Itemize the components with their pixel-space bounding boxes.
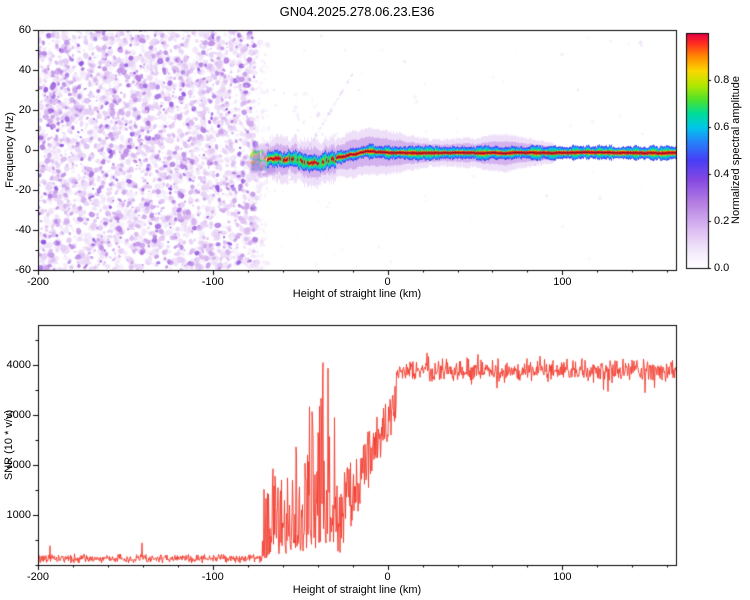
frequency-tick-label: 0: [24, 144, 31, 156]
top-x-axis-label: Height of straight line (km): [292, 288, 422, 300]
spectrogram-x-tick-label: 0: [384, 276, 391, 288]
frequency-tick-label: -20: [15, 184, 31, 196]
frequency-axis-label: Frequency (Hz): [4, 112, 16, 188]
spectrogram-x-tick-label: 100: [553, 276, 572, 288]
frequency-tick-label: 60: [18, 24, 31, 36]
snr-tick-label: 4000: [6, 359, 31, 371]
colorbar-tick-label: 0.4: [714, 168, 730, 180]
frequency-tick-label: -60: [15, 264, 31, 276]
snr-x-tick-label: -200: [26, 571, 50, 583]
colorbar-tick-label: 0.6: [714, 121, 730, 133]
spectrogram-x-tick-label: -100: [201, 276, 224, 288]
snr-tick-label: 3000: [6, 409, 31, 421]
colorbar-tick-label: 0.2: [714, 215, 730, 227]
figure-title: GN04.2025.278.06.23.E36: [279, 4, 435, 19]
snr-x-tick-label: 100: [553, 571, 572, 583]
snr-tick-label: 2000: [6, 459, 31, 471]
colorbar-axis-label: Normalized spectral amplitude: [730, 76, 742, 224]
bottom-x-axis-label: Height of straight line (km): [292, 584, 422, 596]
snr-x-tick-label: -100: [201, 571, 224, 583]
colorbar-tick-label: 0.8: [714, 74, 730, 86]
spectrogram-x-tick-label: -200: [26, 276, 50, 288]
frequency-tick-label: -40: [15, 224, 31, 236]
frequency-tick-label: 40: [18, 64, 31, 76]
colorbar-tick-label: 0.0: [714, 262, 730, 274]
frequency-tick-label: 20: [18, 104, 31, 116]
snr-x-tick-label: 0: [384, 571, 391, 583]
snr-tick-label: 1000: [6, 509, 31, 521]
